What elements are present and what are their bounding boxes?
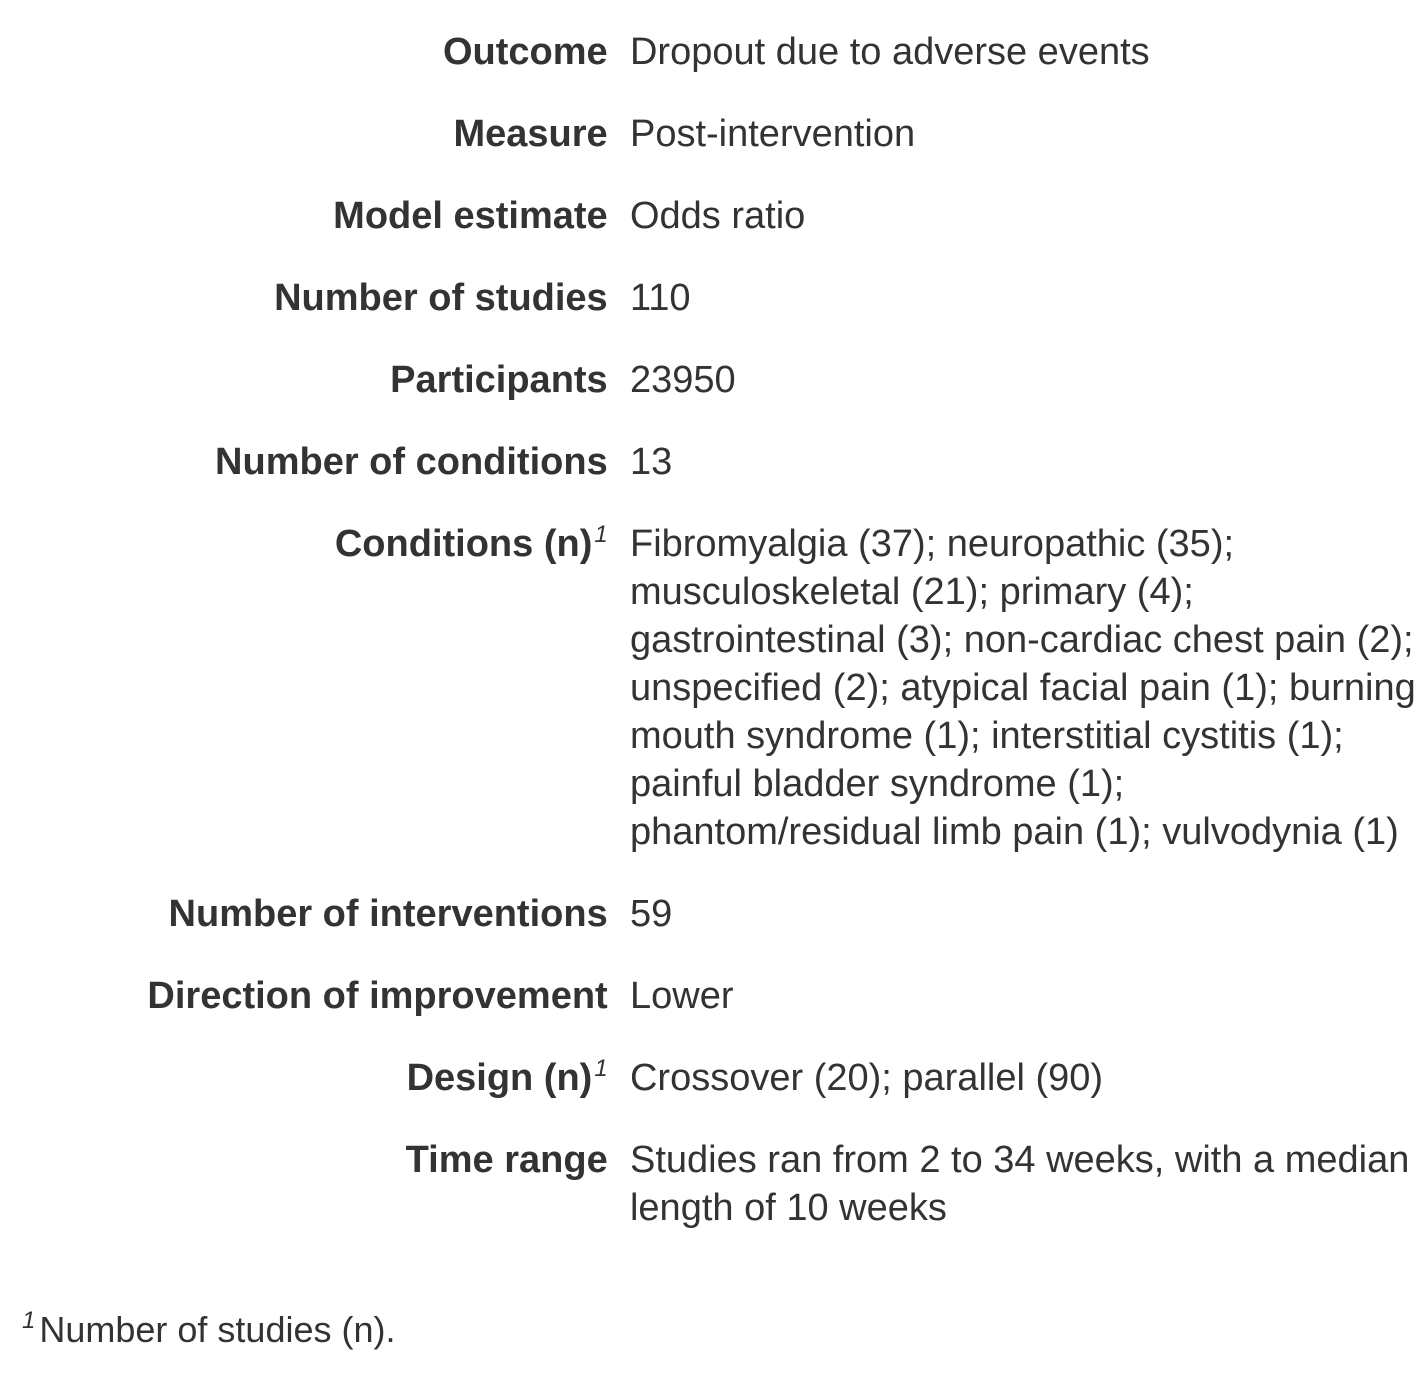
design-value: Crossover (20); parallel (90) (629, 1057, 1104, 1099)
outcome-label: Outcome (443, 31, 608, 73)
row-number-of-studies: Number of studies 110 (0, 274, 1420, 356)
footnote-text: Number of studies (n). (39, 1309, 396, 1350)
study-summary-table: Outcome Dropout due to adverse events Me… (0, 28, 1420, 1266)
row-number-of-interventions: Number of interventions 59 (0, 890, 1420, 972)
footnote: 1 Number of studies (n). (22, 1308, 396, 1352)
row-measure: Measure Post-intervention (0, 110, 1420, 192)
footnote-marker: 1 (594, 521, 608, 548)
row-participants: Participants 23950 (0, 356, 1420, 438)
conditions-value: Fibromyalgia (37); neuropathic (35); mus… (629, 523, 1416, 853)
model-estimate-label: Model estimate (333, 195, 608, 237)
row-time-range: Time range Studies ran from 2 to 34 week… (0, 1136, 1420, 1266)
time-range-value: Studies ran from 2 to 34 weeks, with a m… (629, 1139, 1410, 1229)
number-of-studies-label: Number of studies (274, 277, 608, 319)
footnote-marker: 1 (594, 1055, 608, 1082)
direction-of-improvement-label: Direction of improvement (147, 975, 608, 1017)
row-conditions: Conditions (n)1 Fibromyalgia (37); neuro… (0, 520, 1420, 890)
model-estimate-value: Odds ratio (629, 195, 806, 237)
outcome-value: Dropout due to adverse events (629, 31, 1150, 73)
participants-label: Participants (390, 359, 608, 401)
row-outcome: Outcome Dropout due to adverse events (0, 28, 1420, 110)
time-range-label: Time range (405, 1139, 608, 1181)
conditions-label: Conditions (n)1 (334, 521, 608, 565)
number-of-studies-value: 110 (629, 277, 691, 319)
number-of-interventions-label: Number of interventions (168, 893, 608, 935)
number-of-interventions-value: 59 (629, 893, 673, 935)
row-direction-of-improvement: Direction of improvement Lower (0, 972, 1420, 1054)
footnote-marker: 1 (22, 1307, 36, 1334)
measure-label: Measure (453, 113, 608, 155)
row-design: Design (n)1 Crossover (20); parallel (90… (0, 1054, 1420, 1136)
number-of-conditions-value: 13 (629, 441, 673, 483)
row-model-estimate: Model estimate Odds ratio (0, 192, 1420, 274)
participants-value: 23950 (629, 359, 736, 401)
measure-value: Post-intervention (629, 113, 916, 155)
number-of-conditions-label: Number of conditions (215, 441, 608, 483)
design-label: Design (n)1 (406, 1055, 608, 1099)
row-number-of-conditions: Number of conditions 13 (0, 438, 1420, 520)
direction-of-improvement-value: Lower (629, 975, 734, 1017)
